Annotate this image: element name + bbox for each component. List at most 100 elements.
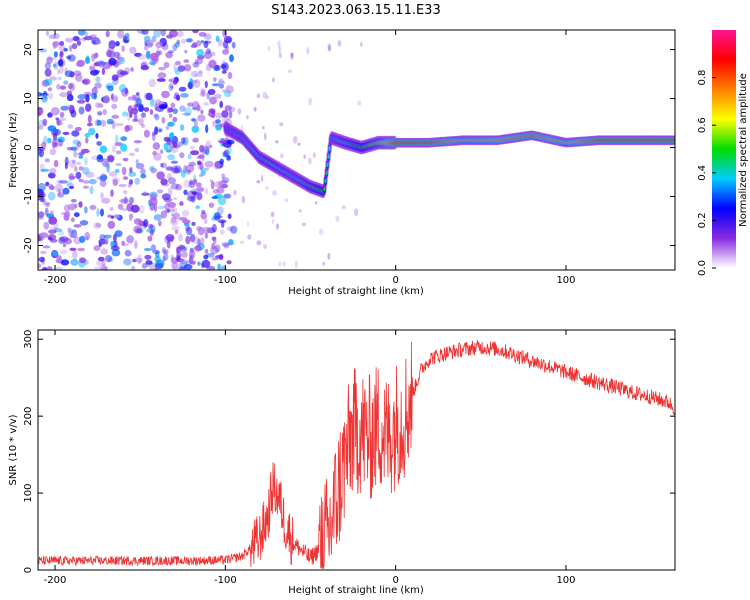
noise-blob bbox=[171, 216, 177, 224]
noise-blob bbox=[44, 62, 51, 70]
noise-blob bbox=[292, 135, 298, 144]
noise-blob bbox=[59, 92, 68, 98]
noise-blob bbox=[44, 158, 50, 163]
noise-blob bbox=[48, 34, 57, 39]
noise-blob bbox=[262, 91, 268, 99]
noise-blob bbox=[237, 108, 242, 115]
noise-blob bbox=[78, 201, 83, 208]
noise-blob bbox=[40, 250, 47, 254]
noise-blob bbox=[213, 77, 217, 82]
noise-blob bbox=[163, 249, 169, 254]
noise-blob bbox=[89, 34, 97, 39]
noise-blob bbox=[168, 187, 173, 196]
noise-blob bbox=[47, 87, 53, 92]
noise-blob bbox=[176, 39, 181, 45]
noise-blob bbox=[148, 78, 156, 88]
noise-blob bbox=[265, 95, 270, 100]
noise-blob bbox=[124, 249, 132, 257]
noise-blob bbox=[76, 99, 86, 104]
x-tick-label: -100 bbox=[214, 275, 237, 286]
noise-blob bbox=[172, 207, 178, 213]
noise-blob bbox=[198, 70, 203, 75]
noise-blob bbox=[141, 263, 147, 269]
noise-blob bbox=[136, 92, 140, 96]
noise-blob bbox=[125, 32, 130, 39]
noise-blob bbox=[115, 41, 120, 47]
noise-blob bbox=[73, 212, 80, 218]
noise-blob bbox=[157, 189, 164, 194]
noise-blob bbox=[308, 157, 312, 165]
noise-blob bbox=[114, 168, 120, 173]
noise-blob bbox=[148, 223, 154, 230]
noise-blob bbox=[183, 59, 190, 63]
noise-blob bbox=[123, 258, 132, 266]
noise-blob bbox=[158, 66, 166, 71]
noise-blob bbox=[85, 94, 90, 103]
noise-blob bbox=[79, 220, 89, 226]
noise-blob bbox=[272, 77, 275, 83]
noise-blob bbox=[115, 163, 122, 166]
noise-blob bbox=[58, 59, 64, 67]
noise-blob bbox=[74, 126, 82, 132]
noise-blob bbox=[228, 106, 236, 113]
noise-blob bbox=[57, 136, 65, 143]
noise-blob bbox=[190, 80, 198, 83]
noise-blob bbox=[197, 261, 201, 266]
x-tick-label: 100 bbox=[556, 275, 575, 286]
noise-blob bbox=[72, 159, 76, 164]
snr-ticks: -200 -100 0 100 0 100 200 300 bbox=[23, 330, 675, 586]
noise-blob bbox=[220, 64, 227, 69]
noise-blob bbox=[51, 139, 57, 148]
noise-blob bbox=[144, 254, 152, 260]
noise-blob bbox=[66, 55, 72, 60]
noise-blob bbox=[189, 233, 196, 243]
noise-blob bbox=[121, 111, 129, 117]
noise-blob bbox=[70, 146, 77, 151]
noise-blob bbox=[145, 260, 153, 265]
colorbar-ticks: 0.0 0.2 0.4 0.6 0.8 bbox=[697, 70, 716, 276]
noise-blob bbox=[275, 140, 279, 144]
noise-blob bbox=[133, 218, 142, 225]
noise-blob bbox=[134, 52, 142, 57]
noise-blob bbox=[183, 189, 188, 196]
noise-blob bbox=[170, 216, 179, 226]
noise-blob bbox=[172, 108, 178, 114]
noise-blob bbox=[165, 51, 173, 59]
noise-blob bbox=[97, 111, 103, 116]
noise-blob bbox=[121, 243, 130, 247]
noise-blob bbox=[199, 144, 205, 153]
noise-blob bbox=[84, 206, 88, 214]
noise-blob bbox=[47, 112, 53, 118]
noise-blob bbox=[194, 245, 203, 252]
noise-blob bbox=[201, 152, 205, 162]
noise-blob bbox=[150, 165, 156, 174]
noise-blob bbox=[83, 35, 93, 41]
noise-blob bbox=[89, 66, 96, 71]
noise-blob bbox=[206, 91, 211, 100]
noise-blob bbox=[129, 167, 133, 174]
noise-blob bbox=[197, 226, 205, 236]
noise-blob bbox=[179, 105, 186, 112]
noise-blob bbox=[138, 118, 144, 126]
noise-blob bbox=[216, 206, 224, 216]
noise-blob bbox=[193, 191, 197, 197]
noise-blob bbox=[38, 107, 44, 116]
noise-blob bbox=[195, 40, 202, 47]
noise-blob bbox=[196, 191, 203, 201]
noise-blob bbox=[79, 235, 86, 244]
noise-blob bbox=[126, 235, 135, 244]
noise-blob bbox=[53, 141, 58, 149]
noise-blob bbox=[67, 227, 71, 233]
noise-blob bbox=[271, 219, 274, 225]
noise-blob bbox=[111, 145, 117, 153]
noise-blob bbox=[48, 216, 58, 225]
noise-blob bbox=[129, 46, 137, 54]
noise-blob bbox=[171, 262, 179, 270]
noise-blob bbox=[168, 30, 178, 38]
noise-blob bbox=[213, 161, 221, 170]
noise-blob bbox=[201, 89, 205, 96]
noise-blob bbox=[154, 266, 159, 270]
noise-blob bbox=[166, 240, 171, 249]
noise-blob bbox=[107, 257, 114, 263]
noise-blob bbox=[59, 50, 64, 58]
